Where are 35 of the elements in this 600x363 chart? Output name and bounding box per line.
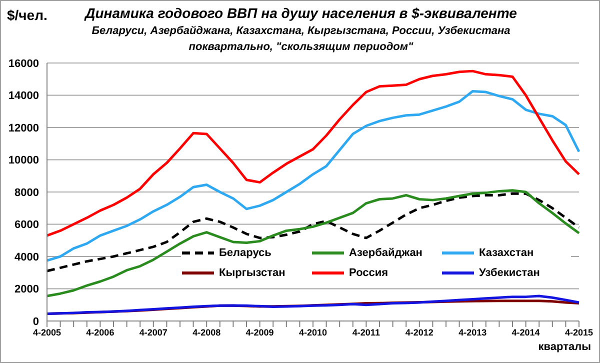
y-tick-label: 8000 — [14, 186, 39, 199]
x-tick-label: 4-2007 — [139, 327, 168, 338]
text: поквартально, "скользящим периодом" — [188, 41, 414, 53]
x-tick-label: 4-2015 — [564, 327, 594, 338]
legend-label: Азербайджан — [349, 247, 422, 259]
x-axis-title: кварталы — [538, 341, 591, 353]
legend-label: Беларусь — [219, 247, 272, 259]
y-tick-label: 10000 — [8, 154, 39, 167]
line-series — [46, 294, 580, 315]
x-tick-label: 4-2011 — [352, 327, 380, 338]
chart-title: Динамика годового ВВП на душу населения в $-эквиваленте — [85, 5, 517, 21]
y-tick-label: 12000 — [8, 122, 39, 134]
y-axis-title: $/чел. — [7, 7, 48, 23]
legend-label: Узбекистан — [479, 267, 540, 279]
y-tick-label: 14000 — [8, 90, 39, 102]
y-tick-label: 4000 — [14, 251, 39, 264]
y-tick-label: 2000 — [14, 284, 39, 296]
line-series — [46, 90, 580, 262]
y-tick-label: 16000 — [8, 58, 39, 70]
y-tick-label: 0 — [32, 316, 39, 328]
x-tick-label: 4-2010 — [298, 327, 328, 338]
x-tick-label: 4-2009 — [246, 327, 274, 338]
x-tick-label: 4-2005 — [32, 327, 62, 338]
legend-label: Россия — [349, 267, 388, 279]
chart-subtitle: Беларуси, Азербайджана, Казахстана, Кыргызстана, России, Узбекистана — [90, 25, 512, 37]
line-series — [46, 70, 580, 237]
x-tick-label: 4-2013 — [458, 327, 487, 338]
line-series — [46, 189, 580, 298]
y-tick-label: 6000 — [14, 219, 39, 232]
legend-label: Казахстан — [479, 247, 534, 259]
x-tick-label: 4-2014 — [512, 327, 540, 338]
x-tick-label: 4-2008 — [192, 327, 221, 338]
x-tick-label: 4-2012 — [405, 327, 434, 338]
x-tick-label: 4-2006 — [86, 327, 114, 338]
legend-label: Кыргызстан — [219, 267, 286, 279]
